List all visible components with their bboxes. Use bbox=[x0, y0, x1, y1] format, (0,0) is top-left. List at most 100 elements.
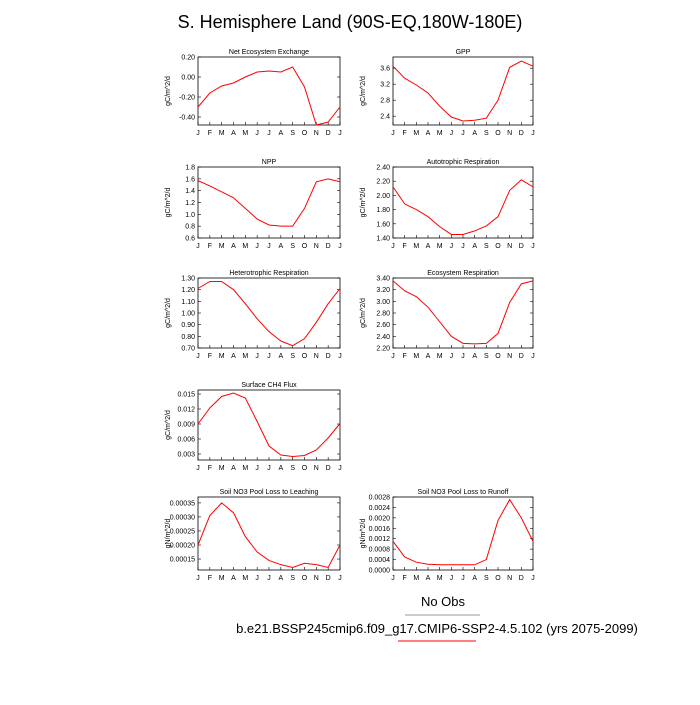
plot-frame bbox=[197, 277, 341, 349]
x-tick-label: J bbox=[267, 353, 271, 360]
panel-title: Ecosystem Respiration bbox=[427, 270, 499, 277]
y-tick-label: 0.00015 bbox=[170, 557, 195, 564]
x-tick-label: S bbox=[484, 353, 489, 360]
y-tick-label: 0.00 bbox=[181, 75, 195, 82]
data-line bbox=[392, 179, 534, 235]
figure-title: S. Hemisphere Land (90S-EQ,180W-180E) bbox=[178, 12, 523, 32]
x-tick-label: J bbox=[461, 130, 465, 137]
x-tick-label: A bbox=[472, 130, 477, 137]
x-tick-label: J bbox=[267, 465, 271, 472]
data-line bbox=[197, 502, 341, 569]
x-tick-label: J bbox=[196, 575, 200, 582]
x-tick-label: O bbox=[302, 465, 308, 472]
x-tick-label: J bbox=[267, 575, 271, 582]
y-axis-label: gC/m^2/d bbox=[165, 76, 172, 106]
data-line bbox=[197, 392, 341, 458]
x-tick-label: N bbox=[314, 243, 319, 250]
x-tick-label: J bbox=[531, 243, 535, 250]
plot-frame bbox=[197, 56, 341, 126]
data-line bbox=[197, 281, 341, 347]
y-tick-label: 2.60 bbox=[376, 322, 390, 329]
panel-title: NPP bbox=[262, 159, 277, 166]
panel-title: Surface CH4 Flux bbox=[241, 382, 297, 389]
y-tick-label: 3.2 bbox=[380, 82, 390, 89]
x-tick-label: N bbox=[314, 353, 319, 360]
x-tick-label: S bbox=[290, 243, 295, 250]
x-tick-label: M bbox=[242, 130, 248, 137]
x-tick-label: J bbox=[391, 243, 395, 250]
x-tick-label: S bbox=[290, 353, 295, 360]
y-tick-label: 0.006 bbox=[177, 437, 195, 444]
x-tick-label: D bbox=[519, 243, 524, 250]
x-tick-label: D bbox=[519, 130, 524, 137]
x-tick-label: D bbox=[519, 575, 524, 582]
x-tick-label: A bbox=[231, 353, 236, 360]
x-tick-label: J bbox=[531, 575, 535, 582]
plot-frame bbox=[392, 56, 534, 126]
y-tick-label: 0.20 bbox=[181, 55, 195, 62]
y-tick-label: 0.00020 bbox=[170, 543, 195, 550]
panel-title: Autotrophic Respiration bbox=[427, 159, 500, 166]
y-tick-label: 3.20 bbox=[376, 287, 390, 294]
plot-frame bbox=[197, 389, 341, 461]
y-tick-label: 1.60 bbox=[376, 221, 390, 228]
panel-title: Soil NO3 Pool Loss to Leaching bbox=[220, 489, 319, 496]
x-tick-label: J bbox=[267, 243, 271, 250]
x-tick-label: M bbox=[242, 465, 248, 472]
y-tick-label: 3.40 bbox=[376, 276, 390, 283]
panel-title: Heterotrophic Respiration bbox=[229, 270, 308, 277]
x-tick-label: O bbox=[302, 130, 308, 137]
x-tick-label: A bbox=[231, 575, 236, 582]
x-tick-label: F bbox=[208, 130, 212, 137]
y-axis-label: gC/m^2/d bbox=[165, 298, 172, 328]
y-tick-label: 1.30 bbox=[181, 276, 195, 283]
x-tick-label: D bbox=[326, 353, 331, 360]
y-tick-label: 2.20 bbox=[376, 179, 390, 186]
x-tick-label: M bbox=[242, 243, 248, 250]
y-tick-label: 0.0016 bbox=[369, 526, 391, 533]
x-tick-label: F bbox=[208, 243, 212, 250]
x-tick-label: F bbox=[403, 130, 407, 137]
y-tick-label: 0.0024 bbox=[369, 505, 391, 512]
x-tick-label: J bbox=[255, 465, 259, 472]
x-tick-label: M bbox=[413, 353, 419, 360]
plot-frame bbox=[392, 166, 534, 239]
x-tick-label: J bbox=[450, 575, 454, 582]
y-tick-label: 0.003 bbox=[177, 452, 195, 459]
x-tick-label: N bbox=[507, 243, 512, 250]
y-tick-label: 0.0004 bbox=[369, 557, 391, 564]
y-axis-label: gC/m^2/d bbox=[165, 410, 172, 440]
y-tick-label: 1.8 bbox=[185, 165, 195, 172]
x-tick-label: A bbox=[278, 465, 283, 472]
x-tick-label: S bbox=[290, 465, 295, 472]
x-tick-label: N bbox=[507, 353, 512, 360]
panel-title: Net Ecosystem Exchange bbox=[229, 49, 309, 56]
x-tick-label: D bbox=[519, 353, 524, 360]
legend-text: No Obs bbox=[421, 594, 466, 609]
y-tick-label: 0.015 bbox=[177, 392, 195, 399]
y-tick-label: -0.20 bbox=[179, 95, 195, 102]
y-tick-label: 0.00035 bbox=[170, 500, 195, 507]
x-tick-label: A bbox=[278, 243, 283, 250]
x-tick-label: D bbox=[326, 465, 331, 472]
x-tick-label: A bbox=[278, 575, 283, 582]
x-tick-label: S bbox=[290, 130, 295, 137]
x-tick-label: A bbox=[472, 243, 477, 250]
x-tick-label: N bbox=[507, 130, 512, 137]
x-tick-label: O bbox=[495, 353, 501, 360]
y-tick-label: 0.0020 bbox=[369, 515, 391, 522]
x-tick-label: J bbox=[531, 353, 535, 360]
x-tick-label: F bbox=[208, 575, 212, 582]
x-tick-label: J bbox=[255, 575, 259, 582]
panel-title: Soil NO3 Pool Loss to Runoff bbox=[418, 489, 509, 496]
x-tick-label: D bbox=[326, 575, 331, 582]
x-tick-label: J bbox=[338, 465, 342, 472]
x-tick-label: D bbox=[326, 243, 331, 250]
y-tick-label: 0.00030 bbox=[170, 514, 195, 521]
y-tick-label: 2.40 bbox=[376, 334, 390, 341]
x-tick-label: A bbox=[472, 353, 477, 360]
data-line bbox=[392, 280, 534, 345]
x-tick-label: J bbox=[450, 243, 454, 250]
x-tick-label: J bbox=[531, 130, 535, 137]
y-tick-label: 0.0000 bbox=[369, 568, 391, 575]
